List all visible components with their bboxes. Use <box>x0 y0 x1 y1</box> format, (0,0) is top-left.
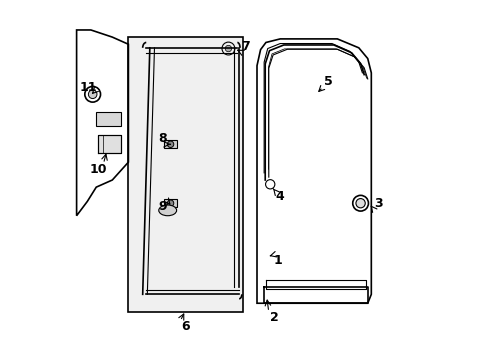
Circle shape <box>167 200 173 206</box>
Text: 3: 3 <box>373 197 382 210</box>
Text: 4: 4 <box>275 190 284 203</box>
Circle shape <box>167 141 173 148</box>
Text: 10: 10 <box>89 163 106 176</box>
Text: 9: 9 <box>158 200 166 213</box>
Text: 2: 2 <box>269 311 278 324</box>
Ellipse shape <box>159 205 176 216</box>
Text: 11: 11 <box>79 81 97 94</box>
Polygon shape <box>98 135 121 153</box>
Circle shape <box>225 45 231 52</box>
Text: 7: 7 <box>241 40 249 53</box>
Polygon shape <box>164 140 177 148</box>
Polygon shape <box>164 199 177 207</box>
Text: 1: 1 <box>273 254 282 267</box>
Text: 5: 5 <box>324 75 332 88</box>
Circle shape <box>355 199 365 208</box>
Polygon shape <box>128 37 242 312</box>
Polygon shape <box>96 112 121 126</box>
Circle shape <box>88 90 97 99</box>
Text: 8: 8 <box>158 132 166 145</box>
Text: 6: 6 <box>181 320 189 333</box>
